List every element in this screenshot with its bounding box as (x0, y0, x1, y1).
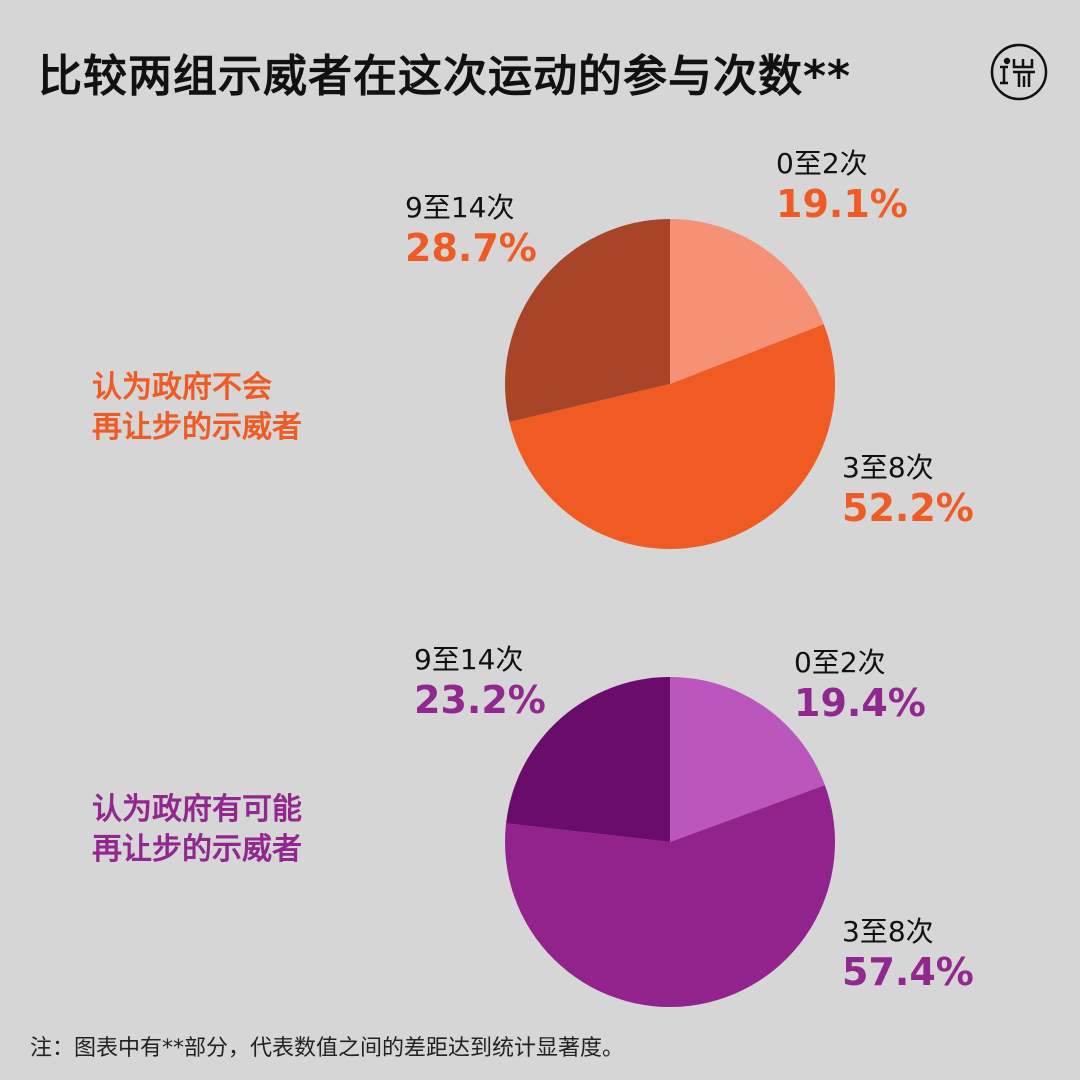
slice-value: 52.2% (842, 486, 974, 530)
slice-label-9-14: 9至14次 23.2% (414, 642, 546, 722)
slice-value: 57.4% (842, 950, 974, 994)
group-label-line: 认为政府有可能 (92, 792, 302, 827)
group-label-no-concession: 认为政府不会 再让步的示威者 (92, 368, 302, 448)
slice-category: 3至8次 (842, 915, 934, 948)
slice-category: 9至14次 (414, 643, 524, 676)
slice-label-0-2: 0至2次 19.1% (776, 146, 908, 226)
slice-value: 19.4% (794, 681, 926, 725)
slice-category: 3至8次 (842, 451, 934, 484)
group-label-line: 认为政府不会 (92, 370, 272, 405)
chart-title: 比较两组示威者在这次运动的参与次数** (38, 51, 852, 102)
slice-value: 23.2% (414, 678, 546, 722)
slice-label-0-2: 0至2次 19.4% (794, 645, 926, 725)
slice-label-3-8: 3至8次 52.2% (842, 450, 974, 530)
slice-category: 0至2次 (794, 646, 886, 679)
pie-slice-0-2 (670, 677, 825, 842)
slice-label-9-14: 9至14次 28.7% (405, 190, 537, 270)
slice-category: 0至2次 (776, 147, 868, 180)
pie-slice-9-14 (506, 677, 670, 842)
pie-slice-3-8 (505, 785, 835, 1007)
slice-category: 9至14次 (405, 191, 515, 224)
slice-value: 28.7% (405, 226, 537, 270)
brand-logo-icon (990, 43, 1048, 101)
pie-slice-3-8 (509, 324, 835, 549)
group-label-line: 再让步的示威者 (92, 410, 302, 445)
slice-label-3-8: 3至8次 57.4% (842, 914, 974, 994)
pie-slice-9-14 (505, 218, 670, 423)
pie-slice-0-2 (670, 219, 824, 384)
footnote: 注：图表中有**部分，代表数值之间的差距达到统计显著度。 (30, 1036, 625, 1061)
slice-value: 19.1% (776, 182, 908, 226)
group-label-possible-concession: 认为政府有可能 再让步的示威者 (92, 790, 302, 870)
group-label-line: 再让步的示威者 (92, 832, 302, 867)
